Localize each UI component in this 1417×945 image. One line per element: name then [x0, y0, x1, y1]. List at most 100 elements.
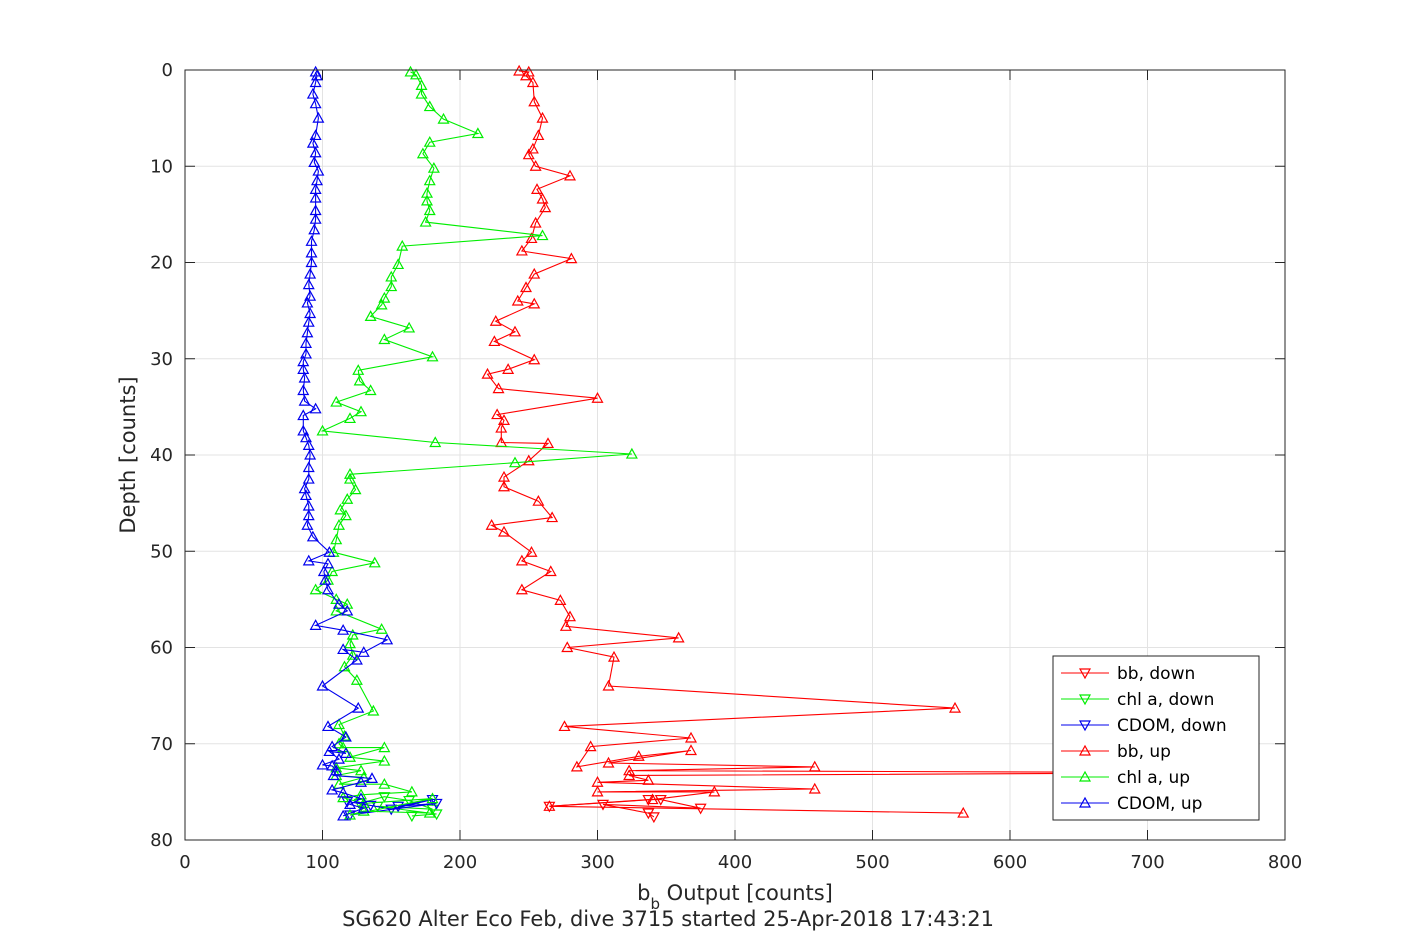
data-point — [508, 325, 522, 337]
data-point — [385, 270, 398, 282]
data-point — [437, 112, 450, 124]
data-point — [808, 782, 821, 794]
data-point — [305, 256, 318, 268]
data-point — [1078, 694, 1092, 706]
y-tick-label: 60 — [150, 638, 173, 659]
data-point — [354, 792, 368, 804]
data-point — [302, 439, 315, 450]
data-point — [368, 556, 381, 568]
data-point — [309, 97, 322, 109]
y-tick-label: 0 — [162, 60, 173, 81]
data-point — [522, 65, 535, 77]
data-point — [602, 679, 615, 691]
data-point — [392, 258, 405, 270]
data-point — [337, 786, 350, 798]
data-point — [497, 525, 511, 537]
data-point — [364, 384, 377, 396]
data-point — [392, 801, 405, 813]
data-point — [403, 795, 416, 807]
data-point — [306, 530, 319, 542]
data-point — [298, 482, 311, 494]
data-point — [570, 760, 583, 772]
data-point — [309, 583, 322, 595]
data-point — [646, 793, 659, 805]
data-point — [302, 472, 315, 484]
data-point — [316, 424, 329, 436]
data-point — [591, 776, 604, 787]
data-point — [502, 363, 515, 374]
data-point — [405, 811, 418, 823]
data-point — [354, 405, 368, 417]
data-point — [339, 509, 352, 521]
x-axis-label-main: b — [637, 881, 650, 905]
data-point — [330, 533, 343, 545]
legend-item: CDOM, up — [1061, 794, 1202, 814]
legend-label: CDOM, up — [1117, 794, 1202, 814]
data-point — [326, 565, 339, 577]
data-point — [632, 750, 645, 761]
data-point — [305, 235, 318, 246]
data-point — [528, 297, 541, 309]
data-point — [654, 794, 667, 806]
data-point — [489, 314, 502, 326]
data-point — [364, 310, 377, 321]
data-point — [332, 519, 346, 530]
legend-label: bb, up — [1117, 742, 1171, 762]
legend-item: chl a, down — [1061, 690, 1214, 710]
data-point — [367, 704, 380, 716]
data-point — [423, 204, 436, 216]
data-point — [321, 583, 335, 595]
data-point — [299, 489, 313, 501]
data-point — [297, 355, 310, 367]
data-point — [546, 511, 559, 523]
data-point — [310, 174, 324, 186]
data-point — [326, 740, 339, 752]
data-point — [354, 776, 368, 787]
data-point — [528, 267, 541, 279]
data-point — [378, 754, 391, 766]
data-point — [343, 637, 357, 649]
data-point — [339, 730, 352, 742]
data-point — [309, 191, 322, 203]
data-point — [309, 65, 322, 77]
data-series — [297, 64, 1250, 824]
data-point — [554, 594, 567, 605]
data-point — [346, 628, 359, 640]
legend-item: CDOM, down — [1061, 716, 1227, 736]
y-axis-label: Depth [counts] — [116, 376, 140, 533]
data-point — [310, 69, 324, 81]
data-point — [957, 806, 970, 818]
data-point — [419, 215, 432, 227]
data-point — [304, 307, 317, 319]
data-point — [561, 641, 574, 653]
data-point — [426, 794, 439, 806]
data-point — [385, 804, 398, 816]
data-point — [420, 194, 434, 206]
data-point — [357, 804, 370, 816]
data-point — [302, 554, 315, 566]
data-point — [338, 660, 351, 672]
data-point — [306, 136, 319, 148]
data-point — [429, 436, 442, 448]
series-line — [359, 796, 437, 817]
data-point — [526, 76, 539, 88]
data-point — [1078, 744, 1092, 756]
data-point — [312, 164, 325, 176]
data-point — [301, 519, 314, 530]
x-tick-label: 300 — [580, 852, 614, 873]
data-point — [526, 142, 539, 154]
legend-label: bb, down — [1117, 664, 1195, 684]
data-point — [539, 201, 552, 213]
legend-label: CDOM, down — [1117, 716, 1227, 736]
data-point — [352, 701, 365, 713]
data-point — [515, 244, 528, 256]
data-point — [316, 758, 329, 770]
data-point — [309, 619, 322, 630]
data-point — [529, 216, 542, 228]
data-point — [357, 802, 370, 813]
data-point — [488, 335, 501, 347]
data-point — [378, 777, 391, 789]
data-point — [623, 764, 636, 776]
data-point — [522, 148, 535, 160]
